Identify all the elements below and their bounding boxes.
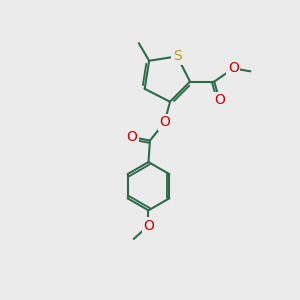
Text: O: O <box>143 219 154 233</box>
Text: O: O <box>126 130 137 144</box>
Text: S: S <box>173 49 182 63</box>
Text: O: O <box>159 115 170 129</box>
Text: O: O <box>228 61 239 75</box>
Text: O: O <box>214 93 225 107</box>
